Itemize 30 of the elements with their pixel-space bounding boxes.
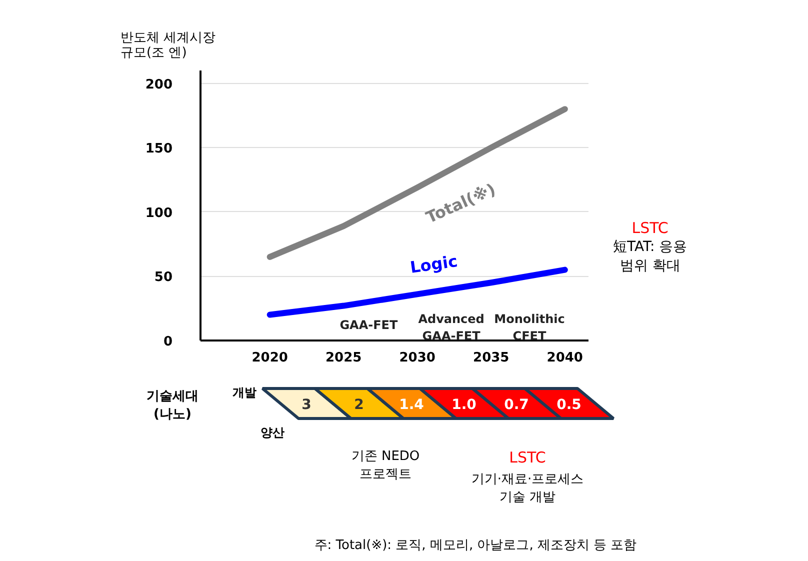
- text: 2: [354, 397, 364, 413]
- text: LSTC: [509, 448, 546, 466]
- annotation: Monolithic CFET: [494, 312, 565, 344]
- y-tick-label: 50: [154, 270, 173, 286]
- annotation: GAA-FET: [340, 318, 398, 332]
- y-tick-label: 200: [145, 77, 173, 92]
- y-tick-label: 0: [163, 334, 172, 350]
- x-tick-label: 2030: [399, 350, 436, 366]
- text: 주: Total(※): 로직, 메모리, 아날로그, 제조장치 등 포함: [314, 538, 637, 553]
- text: 0.7: [504, 397, 529, 413]
- text: 기기·재료·프로세스 기술 개발: [471, 472, 584, 505]
- y-axis-title: 반도체 세계시장 규모(조 엔): [120, 30, 216, 60]
- y-tick-label: 100: [145, 206, 173, 221]
- text: 0.5: [556, 397, 582, 413]
- y-tick-label: 150: [145, 142, 173, 157]
- text: 短TAT: 응용 범위 확대: [613, 238, 688, 276]
- text: 기존 NEDO 프로젝트: [351, 449, 420, 482]
- text: 개발: [232, 386, 256, 400]
- x-tick-label: 2020: [252, 350, 288, 366]
- x-tick-label: 2025: [326, 350, 362, 366]
- x-tick-label: 2035: [473, 350, 510, 366]
- text: 1.4: [399, 397, 424, 413]
- text: 1.0: [452, 397, 477, 413]
- x-tick-label: 2040: [546, 350, 583, 366]
- text: Logic: [408, 252, 459, 277]
- text: 기술세대 (나노): [146, 389, 198, 422]
- text: 양산: [260, 426, 284, 440]
- annotation: Advanced GAA-FET: [418, 312, 484, 344]
- text: 3: [302, 397, 312, 413]
- text: LSTC: [630, 218, 670, 238]
